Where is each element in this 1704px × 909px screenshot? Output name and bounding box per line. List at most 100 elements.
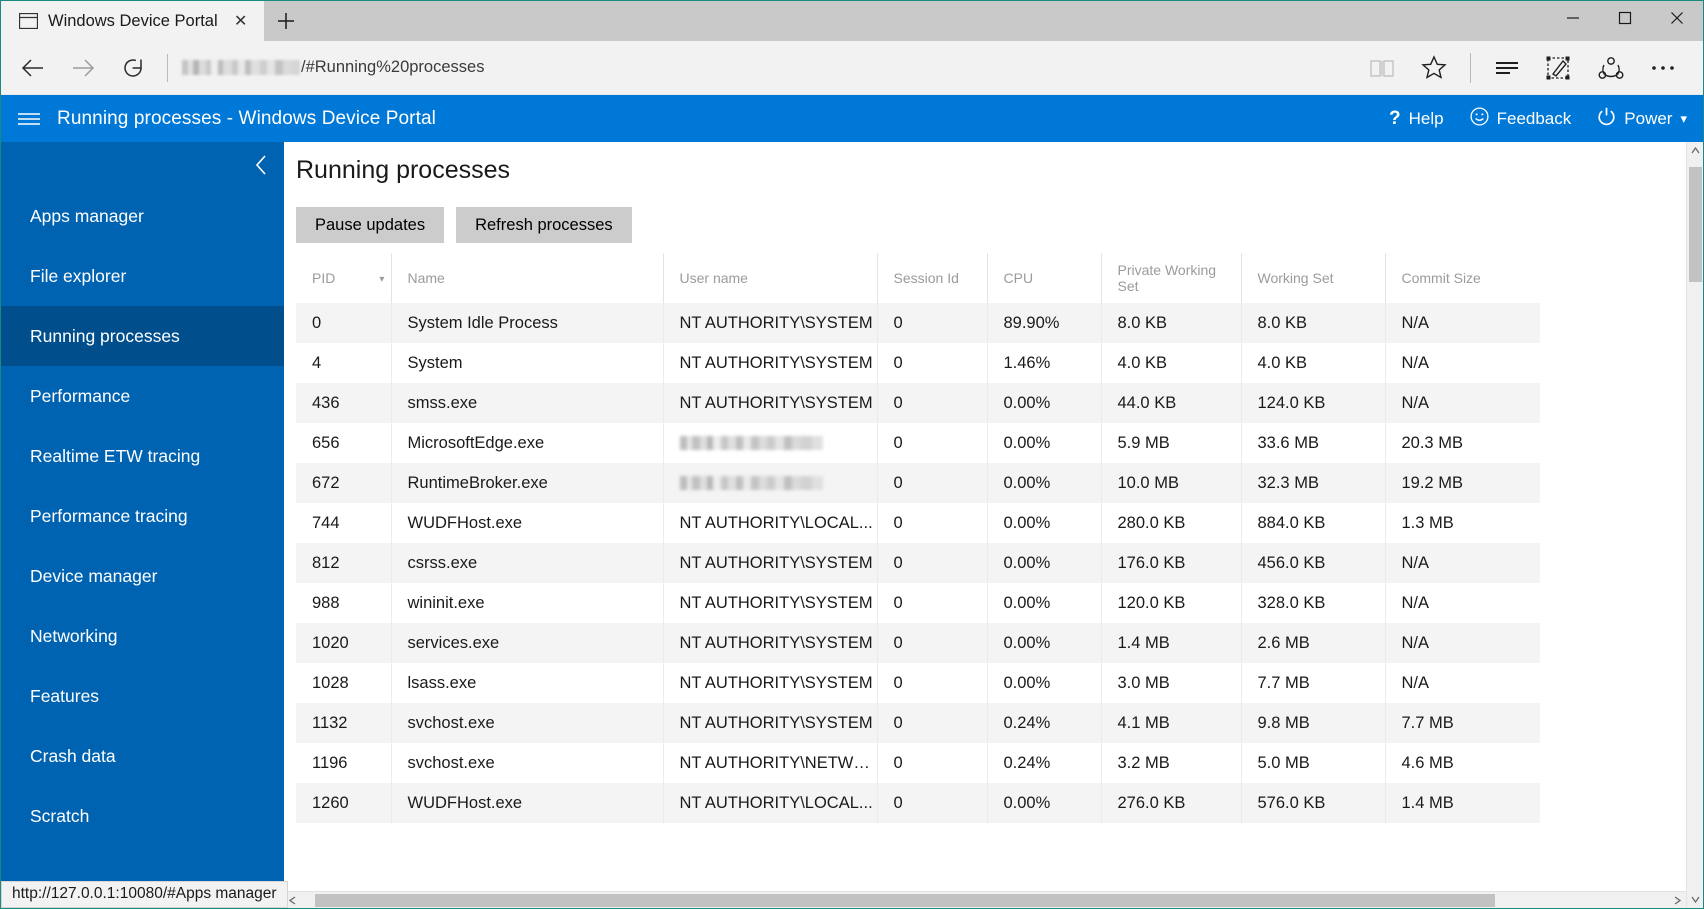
sidebar-item-scratch[interactable]: Scratch — [1, 786, 284, 846]
cell-user — [662, 423, 877, 463]
refresh-button[interactable] — [109, 46, 157, 90]
cell-name: System — [390, 343, 663, 383]
table-row[interactable]: 988 wininit.exe NT AUTHORITY\SYSTEM 0 0.00% 1… — [296, 583, 1540, 623]
cell-session: 0 — [876, 303, 987, 343]
cell-pid: 436 — [312, 393, 340, 412]
table-row[interactable]: 1020 services.exe NT AUTHORITY\SYSTEM 0 0.00… — [296, 623, 1540, 663]
chevron-down-icon: ▾ — [1680, 110, 1687, 126]
vertical-scrollbar[interactable] — [1686, 142, 1703, 908]
table-row[interactable]: 1132 svchost.exe NT AUTHORITY\SYSTEM 0 0.24%… — [296, 703, 1540, 743]
cell-name: RuntimeBroker.exe — [390, 463, 663, 503]
sidebar-item-file-explorer[interactable]: File explorer — [1, 246, 284, 306]
cell-name: lsass.exe — [390, 663, 663, 703]
sidebar-item-crash-data[interactable]: Crash data — [1, 726, 284, 786]
cell-cpu: 0.00% — [986, 783, 1101, 823]
cell-pid: 0 — [312, 313, 322, 332]
column-header-user-name[interactable]: User name — [662, 253, 877, 303]
sidebar-item-performance[interactable]: Performance — [1, 366, 284, 426]
pause-updates-button[interactable]: Pause updates — [296, 207, 445, 243]
web-note-icon[interactable] — [1533, 46, 1585, 90]
sidebar-item-performance-tracing[interactable]: Performance tracing — [1, 486, 284, 546]
sidebar-item-running-processes[interactable]: Running processes — [1, 306, 284, 366]
table-row[interactable]: 4 System NT AUTHORITY\SYSTEM 0 1.46% 4.0 KB 4.… — [296, 343, 1540, 383]
share-icon[interactable] — [1585, 46, 1637, 90]
redacted-host-text — [182, 60, 300, 75]
column-header-pid[interactable]: PID ▾ — [296, 253, 391, 303]
sidebar-item-device-manager[interactable]: Device manager — [1, 546, 284, 606]
cell-name: System Idle Process — [390, 303, 663, 343]
cell-commit: N/A — [1384, 383, 1540, 423]
cell-session: 0 — [876, 543, 987, 583]
table-row[interactable]: 0 System Idle Process NT AUTHORITY\SYSTEM 0… — [296, 303, 1540, 343]
url-input[interactable]: /#Running%20processes — [182, 46, 1354, 90]
back-button[interactable] — [9, 46, 57, 90]
sidebar-item-networking[interactable]: Networking — [1, 606, 284, 666]
cell-commit: N/A — [1384, 623, 1540, 663]
favorites-star-icon[interactable] — [1408, 46, 1460, 90]
new-tab-button[interactable] — [264, 1, 308, 41]
cell-private_ws: 8.0 KB — [1100, 303, 1241, 343]
scroll-down-icon[interactable] — [1687, 891, 1703, 908]
power-button[interactable]: Power ▾ — [1597, 107, 1687, 131]
feedback-button[interactable]: Feedback — [1470, 106, 1571, 131]
column-header-working-set[interactable]: Working Set — [1240, 253, 1385, 303]
column-header-commit-size[interactable]: Commit Size — [1384, 253, 1540, 303]
cell-cpu: 0.00% — [986, 503, 1101, 543]
cell-session: 0 — [876, 503, 987, 543]
cell-name: svchost.exe — [390, 743, 663, 783]
horizontal-scrollbar[interactable] — [284, 891, 1686, 908]
column-header-cpu[interactable]: CPU — [986, 253, 1101, 303]
table-row[interactable]: 812 csrss.exe NT AUTHORITY\SYSTEM 0 0.00% 176… — [296, 543, 1540, 583]
cell-ws: 884.0 KB — [1240, 503, 1385, 543]
sort-descending-icon[interactable]: ▾ — [379, 273, 385, 285]
help-button[interactable]: ? Help — [1389, 108, 1444, 130]
column-header-name[interactable]: Name — [390, 253, 663, 303]
cell-private_ws: 44.0 KB — [1100, 383, 1241, 423]
close-window-button[interactable] — [1651, 1, 1703, 34]
scroll-up-icon[interactable] — [1687, 142, 1703, 159]
table-row[interactable]: 744 WUDFHost.exe NT AUTHORITY\LOCAL... 0 0.0… — [296, 503, 1540, 543]
horizontal-scrollbar-track[interactable] — [301, 892, 1669, 909]
cell-commit: 19.2 MB — [1384, 463, 1540, 503]
sidebar-item-features[interactable]: Features — [1, 666, 284, 726]
cell-private_ws: 10.0 MB — [1100, 463, 1241, 503]
cell-private_ws: 176.0 KB — [1100, 543, 1241, 583]
minimize-button[interactable] — [1547, 1, 1599, 34]
table-row[interactable]: 656 MicrosoftEdge.exe 0 0.00% 5.9 MB 33.6 MB 2… — [296, 423, 1540, 463]
redacted-user-name — [679, 476, 823, 491]
refresh-processes-button[interactable]: Refresh processes — [456, 207, 632, 243]
page-viewport: Running processes - Windows Device Porta… — [1, 95, 1703, 908]
close-tab-icon[interactable]: ✕ — [233, 13, 248, 30]
column-header-private-working-set[interactable]: Private Working Set — [1100, 253, 1241, 303]
table-row[interactable]: 1196 svchost.exe NT AUTHORITY\NETWO... 0 0.2… — [296, 743, 1540, 783]
maximize-button[interactable] — [1599, 1, 1651, 34]
browser-tab[interactable]: Windows Device Portal ✕ — [1, 1, 264, 41]
processes-table: PID ▾ Name User name Session Id CPU Priva… — [296, 253, 1540, 823]
hub-icon[interactable] — [1481, 46, 1533, 90]
column-header-session-id[interactable]: Session Id — [876, 253, 987, 303]
scroll-right-icon[interactable] — [1669, 892, 1686, 909]
forward-button[interactable] — [59, 46, 107, 90]
table-row[interactable]: 1260 WUDFHost.exe NT AUTHORITY\LOCAL... 0 0.… — [296, 783, 1540, 823]
toolbar-divider — [1470, 52, 1471, 83]
scroll-left-icon[interactable] — [284, 892, 301, 909]
cell-private_ws: 4.0 KB — [1100, 343, 1241, 383]
table-row[interactable]: 1028 lsass.exe NT AUTHORITY\SYSTEM 0 0.00% 3.… — [296, 663, 1540, 703]
table-row[interactable]: 436 smss.exe NT AUTHORITY\SYSTEM 0 0.00% 44.0… — [296, 383, 1540, 423]
sidebar-item-apps-manager[interactable]: Apps manager — [1, 186, 284, 246]
more-icon[interactable] — [1637, 46, 1689, 90]
chevron-left-icon[interactable] — [248, 152, 274, 178]
vertical-scrollbar-thumb[interactable] — [1689, 167, 1702, 282]
smiley-icon — [1470, 106, 1489, 131]
cell-cpu: 89.90% — [986, 303, 1101, 343]
cell-ws: 7.7 MB — [1240, 663, 1385, 703]
cell-cpu: 1.46% — [986, 343, 1101, 383]
sidebar-item-label: Crash data — [30, 745, 116, 766]
table-row[interactable]: 672 RuntimeBroker.exe 0 0.00% 10.0 MB 32.3 MB… — [296, 463, 1540, 503]
reading-view-icon[interactable] — [1356, 46, 1408, 90]
cell-private_ws: 3.0 MB — [1100, 663, 1241, 703]
sidebar-item-realtime-etw-tracing[interactable]: Realtime ETW tracing — [1, 426, 284, 486]
horizontal-scrollbar-thumb[interactable] — [315, 893, 1495, 907]
hamburger-icon[interactable] — [1, 95, 57, 142]
header-actions: ? Help Feedback — [1389, 106, 1687, 131]
